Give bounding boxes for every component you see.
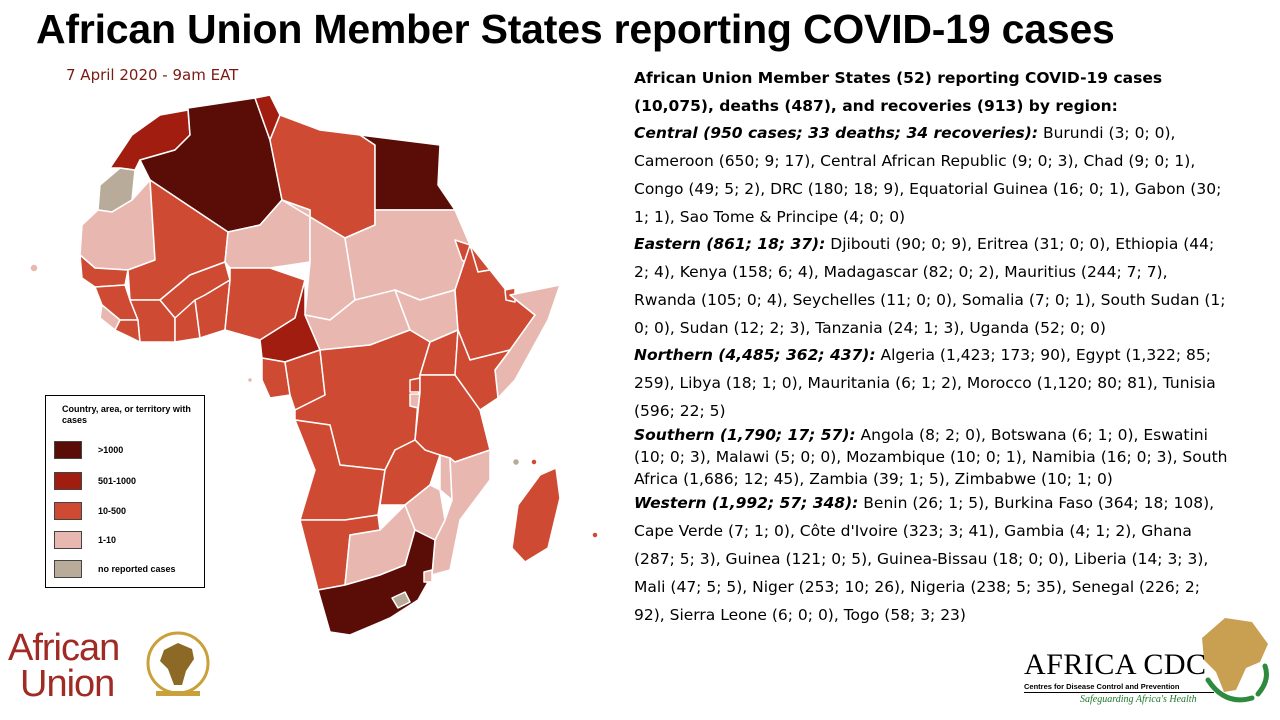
legend-label: 501-1000 — [98, 476, 137, 486]
region-text: Angola (8; 2; 0), Botswana (6; 1; 0), Es… — [634, 426, 1228, 488]
legend-label: 10-500 — [98, 506, 127, 516]
africa-cdc-tagline: Safeguarding Africa's Health — [1080, 694, 1197, 705]
africa-cdc-logo: AFRICA CDC — [1024, 648, 1207, 681]
legend-swatch — [54, 472, 82, 490]
legend-item-over-1000: >1000 — [54, 440, 123, 460]
report-date: 7 April 2020 - 9am EAT — [66, 66, 239, 84]
region-name: Northern (4,485; 362; 437): — [634, 346, 876, 364]
region-central: Central (950 cases; 33 deaths; 34 recove… — [634, 119, 1234, 231]
page-title: African Union Member States reporting CO… — [36, 6, 1115, 52]
map-legend: Country, area, or territory with cases >… — [45, 395, 205, 588]
legend-item-10-500: 10-500 — [54, 501, 126, 521]
region-lesotho — [391, 591, 411, 609]
region-cape-verde — [29, 263, 39, 273]
region-name: Central (950 cases; 33 deaths; 34 recove… — [634, 124, 1039, 142]
region-western: Western (1,992; 57; 348): Benin (26; 1; … — [634, 489, 1234, 629]
region-eswatini — [423, 569, 433, 583]
legend-item-no-cases: no reported cases — [54, 559, 176, 579]
region-egypt — [359, 134, 456, 211]
region-name: Eastern (861; 18; 37): — [634, 235, 826, 253]
au-emblem-icon — [146, 631, 210, 696]
legend-label: >1000 — [98, 445, 124, 455]
africa-cdc-subtitle: Centres for Disease Control and Preventi… — [1024, 682, 1214, 693]
region-seychelles — [530, 458, 538, 466]
region-south-africa — [317, 529, 436, 636]
region-southern: Southern (1,790; 17; 57): Angola (8; 2; … — [634, 424, 1234, 490]
region-rwanda — [409, 377, 421, 393]
region-text: Benin (26; 1; 5), Burkina Faso (364; 18;… — [634, 494, 1215, 624]
legend-item-501-1000: 501-1000 — [54, 471, 136, 491]
region-madagascar — [511, 467, 561, 563]
legend-swatch — [54, 502, 82, 520]
legend-swatch — [54, 441, 82, 459]
legend-label: no reported cases — [98, 564, 176, 574]
region-name: Southern (1,790; 17; 57): — [634, 426, 856, 444]
region-eastern: Eastern (861; 18; 37): Djibouti (90; 0; … — [634, 230, 1234, 342]
summary-heading: African Union Member States (52) reporti… — [634, 69, 1163, 115]
legend-title: Country, area, or territory with cases — [62, 404, 191, 425]
region-text: Algeria (1,423; 173; 90), Egypt (1,322; … — [634, 346, 1216, 420]
region-gabon — [261, 357, 291, 399]
au-logo-line1: African — [8, 627, 120, 669]
african-union-logo: African Union — [8, 627, 138, 705]
region-sao-tome — [246, 376, 254, 384]
region-mauritius — [591, 531, 599, 539]
legend-swatch — [54, 560, 82, 578]
region-northern: Northern (4,485; 362; 437): Algeria (1,4… — [634, 341, 1234, 425]
legend-item-1-10: 1-10 — [54, 530, 116, 550]
region-text: Burundi (3; 0; 0), Cameroon (650; 9; 17)… — [634, 124, 1222, 226]
au-logo-line2: Union — [20, 663, 115, 705]
regional-summary: African Union Member States (52) reporti… — [634, 64, 1234, 629]
africa-map — [29, 94, 599, 636]
africa-cdc-emblem-icon — [1202, 618, 1269, 703]
region-comoros — [511, 457, 521, 467]
region-text: Djibouti (90; 0; 9), Eritrea (31; 0; 0),… — [634, 235, 1226, 337]
legend-label: 1-10 — [98, 535, 117, 545]
region-liberia — [114, 319, 141, 343]
legend-swatch — [54, 531, 82, 549]
region-name: Western (1,992; 57; 348): — [634, 494, 859, 512]
